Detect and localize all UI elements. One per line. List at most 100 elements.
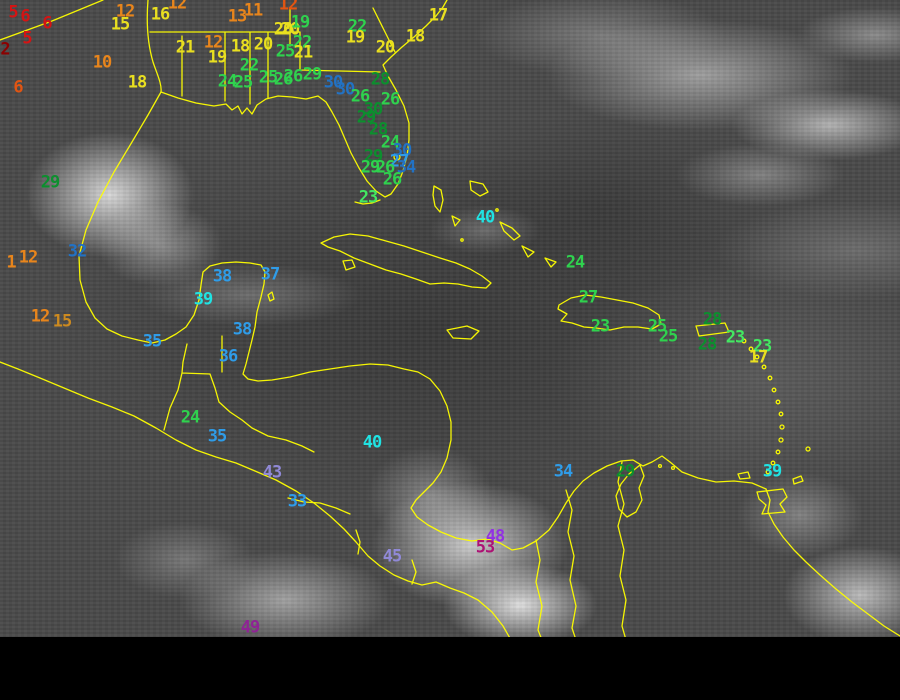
station-pwv-value: 26 [350, 86, 371, 107]
station-pwv-value: 29 [363, 146, 384, 167]
station-pwv-value: 35 [142, 331, 163, 352]
coastlines-overlay [0, 0, 900, 640]
station-pwv-value: 38 [212, 266, 233, 287]
station-pwv-value: 21 [175, 37, 196, 58]
station-pwv-value: 30 [392, 140, 413, 161]
station-pwv-value: 26 [375, 157, 396, 178]
station-pwv-value: 39 [762, 461, 783, 482]
station-pwv-value: 53 [475, 537, 496, 558]
station-pwv-value: 30 [363, 99, 384, 120]
lake-okeechobee [393, 153, 401, 161]
station-pwv-value: 25 [658, 326, 679, 347]
station-pwv-value: 15 [110, 14, 131, 35]
station-pwv-value: 5 [22, 28, 32, 49]
station-pwv-value: 6 [20, 6, 30, 27]
station-pwv-value: 12 [167, 0, 188, 14]
station-pwv-value: 29 [360, 157, 381, 178]
florida-keys [354, 199, 381, 205]
station-pwv-value: 26 [273, 69, 294, 90]
station-pwv-value: 24 [180, 407, 201, 428]
station-pwv-value: 40 [362, 432, 383, 453]
station-pwv-value: 20 [280, 19, 301, 40]
station-pwv-value: 32 [67, 241, 88, 262]
station-pwv-value: 12 [30, 306, 51, 327]
station-pwv-value: 45 [382, 546, 403, 567]
station-pwv-value: 19 [345, 27, 366, 48]
station-pwv-value: 26 [283, 66, 304, 87]
bahamas [432, 180, 557, 268]
station-pwv-value: 34 [396, 157, 417, 178]
station-pwv-value: 30 [335, 79, 356, 100]
station-pwv-value: 11 [243, 0, 264, 21]
station-pwv-value: 22 [292, 32, 313, 53]
bahamas-cay [495, 208, 499, 212]
station-pwv-value: 23 [358, 187, 379, 208]
trinidad [756, 488, 788, 515]
station-pwv-value: 27 [578, 287, 599, 308]
station-pwv-value: 19 [207, 47, 228, 68]
cuba [320, 233, 492, 289]
satellite-background [0, 0, 900, 640]
satellite-grain-texture [0, 0, 900, 640]
lake-maracaibo [615, 464, 645, 518]
station-pwv-value: 2 [0, 39, 10, 60]
station-pwv-value: 12 [18, 247, 39, 268]
station-pwv-value: 29 [615, 461, 636, 482]
border-line [0, 0, 104, 41]
station-pwv-value: 28 [702, 309, 723, 330]
station-pwv-value: 23 [590, 316, 611, 337]
station-pwv-value: 29 [302, 64, 323, 85]
jamaica [446, 325, 480, 340]
station-pwv-value: 15 [52, 311, 73, 332]
station-pwv-value: 1 [6, 252, 16, 273]
station-pwv-value: 12 [203, 32, 224, 53]
station-pwv-value: 23 [752, 336, 773, 357]
station-pwv-value: 34 [553, 461, 574, 482]
station-pwv-value: 25 [275, 41, 296, 62]
station-pwv-value: 48 [485, 526, 506, 547]
station-pwv-value: 6 [42, 13, 52, 34]
station-pwv-value: 28 [370, 69, 391, 90]
station-pwv-value: 19 [290, 12, 311, 33]
station-pwv-value: 21 [293, 42, 314, 63]
mexico-central-america-coast [78, 91, 767, 551]
station-pwv-value: 20 [375, 37, 396, 58]
station-pwv-value: 20 [253, 34, 274, 55]
station-pwv-value: 28 [697, 334, 718, 355]
station-pwv-value: 35 [207, 426, 228, 447]
station-pwv-value: 13 [227, 6, 248, 27]
station-pwv-value: 12 [115, 1, 136, 22]
station-pwv-value: 22 [347, 16, 368, 37]
bahamas-cay [460, 238, 464, 242]
station-pwv-value: 30 [323, 72, 344, 93]
station-pwv-value: 29 [356, 107, 377, 128]
station-pwv-value: 24 [565, 252, 586, 273]
isle-of-youth [342, 259, 356, 271]
state-borders [149, 7, 396, 105]
station-pwv-value: 49 [240, 617, 261, 638]
station-pwv-value: 18 [230, 36, 251, 57]
station-pwv-value: 16 [150, 4, 171, 25]
station-pwv-value: 22 [239, 55, 260, 76]
puerto-rico [695, 322, 730, 337]
station-pwv-value: 27 [389, 151, 410, 172]
station-pwv-value: 25 [258, 67, 279, 88]
station-pwv-value: 38 [232, 319, 253, 340]
cozumel [267, 291, 275, 302]
south-america-east-coast [765, 488, 900, 637]
us-gulf-coast [160, 0, 448, 198]
station-pwv-value: 6 [13, 77, 23, 98]
station-pwv-value: 5 [8, 2, 18, 23]
station-pwv-value: 43 [262, 462, 283, 483]
station-pwv-value: 29 [40, 172, 61, 193]
station-pwv-value: 18 [127, 72, 148, 93]
station-pwv-value: 17 [748, 347, 769, 368]
station-values-layer: 5 6 6 5 2 6 10 18 12 15 16 12 21 12 19 13 11 18 20 20 12 22 24… [0, 0, 783, 638]
station-pwv-value: 25 [647, 316, 668, 337]
station-pwv-value: 10 [92, 52, 113, 73]
hispaniola [557, 294, 662, 331]
station-pwv-value: 25 [233, 72, 254, 93]
station-pwv-value: 26 [382, 169, 403, 190]
station-pwv-value: 24 [217, 71, 238, 92]
station-pwv-value: 33 [287, 491, 308, 512]
